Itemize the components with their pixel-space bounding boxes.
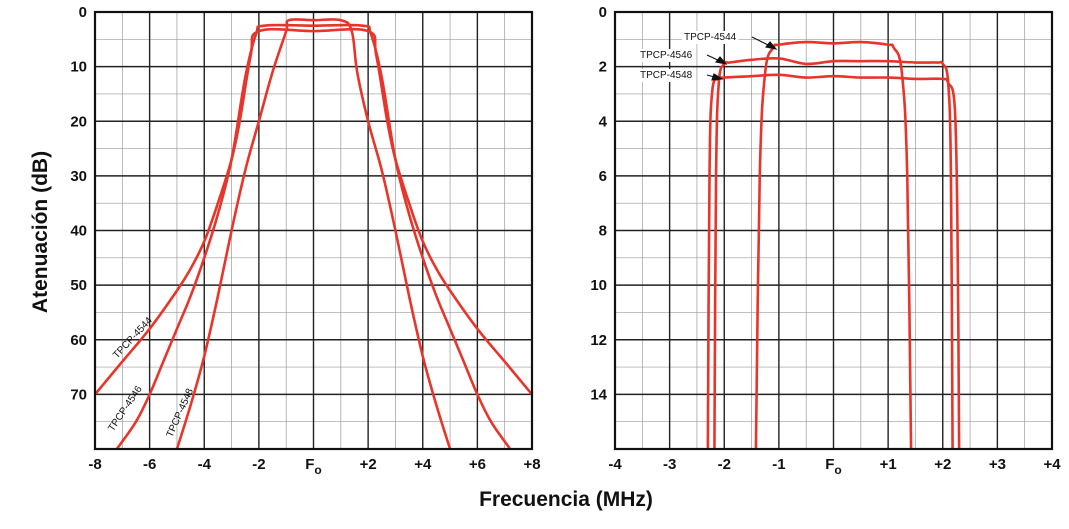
right-y-tick-label: 12 [590,332,607,349]
right-y-tick-label: 2 [599,59,607,76]
right-series-tpcp-4548 [706,73,961,449]
right-x-tick-label: -2 [718,456,731,473]
label-tpcp-4548-right: TPCP-4548 [640,70,693,81]
right-y-tick-label: 4 [599,113,608,130]
left-x-tick-label: +6 [469,456,486,473]
label-tpcp-4546-right-bg [638,49,695,62]
label-tpcp-4546-left: TPCP-4546 [106,384,145,434]
left-x-tick-label: -2 [252,456,265,473]
left-x-tick-label: -6 [143,456,156,473]
right-y-tick-label: 8 [599,223,607,240]
right-x-tick-label: Fo [825,456,842,477]
y-axis-title: Atenuación (dB) [29,151,52,313]
right-series-tpcp-4544 [754,40,913,449]
left-curves [95,18,532,449]
right-attenuation-chart: -4 -3 -2 -1 Fo +1 +2 +3 +4 0 2 4 6 8 10 12 14 [590,4,1061,477]
left-series-tpcp-4546 [115,23,512,449]
right-x-tick-label: +2 [934,456,951,473]
left-series-tpcp-4548 [175,18,452,449]
left-attenuation-chart: -8 -6 -4 -2 Fo +2 +4 +6 +8 0 10 20 30 40 50 60 70 [70,4,540,477]
right-x-tick-label: -3 [663,456,676,473]
right-x-tick-label: +4 [1043,456,1061,473]
left-y-tick-label: 30 [70,168,87,185]
left-y-tick-label: 20 [70,113,87,130]
label-tpcp-4544-right-bg [682,31,739,44]
annotation-arrows [706,36,778,81]
left-series-tpcp-4544 [95,27,532,396]
left-y-tick-label: 10 [70,59,87,76]
right-y-tick-label: 6 [599,168,607,185]
arrowhead-tpcp-4544 [765,41,778,50]
left-y-tick-label: 50 [70,277,87,294]
left-x-tick-label: +4 [414,456,432,473]
right-plot-frame [613,10,1054,451]
left-x-tick-label: -4 [198,456,212,473]
label-tpcp-4546-right: TPCP-4546 [640,50,693,61]
right-y-tick-label: 10 [590,277,607,294]
left-plot-frame [93,10,534,451]
right-y-tick-label: 14 [590,386,607,403]
right-fo-subscript: o [834,463,841,477]
right-y-tick-label: 0 [599,4,607,21]
left-fo-subscript: o [314,463,321,477]
left-y-tick-label: 70 [70,386,87,403]
right-x-tick-label: +1 [880,456,897,473]
x-axis-title: Frecuencia (MHz) [479,488,653,511]
left-x-tick-label: +2 [360,456,377,473]
left-y-tick-label: 40 [70,223,87,240]
right-x-tick-label: -1 [772,456,785,473]
arrowhead-tpcp-4548 [711,73,724,81]
left-y-tick-label: 0 [79,4,87,21]
left-x-tick-label: -8 [88,456,101,473]
left-y-tick-label: 60 [70,332,87,349]
label-tpcp-4548-right-bg [638,69,695,82]
label-tpcp-4544-left: TPCP-4544 [111,315,155,361]
right-x-tick-label: -4 [608,456,622,473]
right-x-tick-label: +3 [989,456,1006,473]
left-x-tick-label: +8 [523,456,540,473]
label-tpcp-4544-right: TPCP-4544 [684,32,737,43]
arrowhead-tpcp-4546 [715,56,728,65]
left-x-tick-label: Fo [305,456,322,477]
right-curves [706,40,961,449]
